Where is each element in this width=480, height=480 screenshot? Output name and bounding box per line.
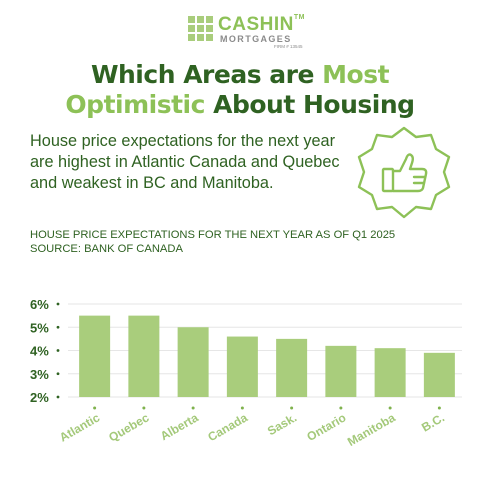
thumbs-up-badge [357,126,451,219]
bar [226,336,258,397]
bar [423,352,455,397]
x-tick-dot [191,406,195,410]
y-tick-dot [56,395,60,399]
page-title: Which Areas are Most Optimistic About Ho… [65,60,415,119]
bar-chart: 6% 5% 4% 3% 2% Atlantic Quebec Alberta Canada Sas… [30,297,462,449]
x-tick-label: B.C. [419,410,447,434]
y-tick-label: 2% [30,390,49,405]
x-tick-label: Ontario [304,410,348,443]
logo-wordmark: CASHINTM [218,14,305,35]
x-tick-label: Quebec [106,410,151,444]
x-tick-label: Sask. [265,410,299,438]
logo-grid-icon [188,16,213,41]
x-tick-dot [388,406,392,410]
y-tick-dot [56,372,60,376]
bar [128,315,160,397]
bar [79,315,111,397]
y-tick-label: 4% [30,344,49,359]
logo-subtitle: MORTGAGES [220,34,292,44]
bar [374,348,406,397]
x-tick-label: Alberta [158,410,201,443]
bar [276,338,308,397]
chart-source-line: SOURCE: BANK OF CANADA [30,243,183,255]
summary-text: House price expectations for the next ye… [30,132,340,192]
x-tick-dot [290,406,294,410]
thumbs-up-icon [381,153,428,193]
y-tick-label: 3% [30,367,49,382]
x-tick-dot [240,406,244,410]
chart-title: HOUSE PRICE EXPECTATIONS FOR THE NEXT YE… [30,228,395,256]
y-tick-dot [56,325,60,329]
x-tick-dot [437,406,441,410]
bar [177,327,209,397]
y-tick-label: 5% [30,320,49,335]
x-tick-dot [93,406,97,410]
y-tick-label: 6% [30,297,49,312]
x-tick-dot [142,406,146,410]
x-tick-label: Atlantic [57,410,102,444]
x-tick-dot [339,406,343,410]
cashin-logo: CASHINTM MORTGAGES FIRM # 13545 [188,14,304,50]
badge-outline [357,126,451,219]
y-tick-dot [56,302,60,306]
x-tick-label: Manitoba [345,410,398,449]
bar [325,345,357,397]
y-tick-dot [56,349,60,352]
chart-title-line: HOUSE PRICE EXPECTATIONS FOR THE NEXT YE… [30,229,396,241]
logo-firm-number: FIRM # 13545 [274,44,303,49]
x-tick-label: Canada [205,410,250,444]
